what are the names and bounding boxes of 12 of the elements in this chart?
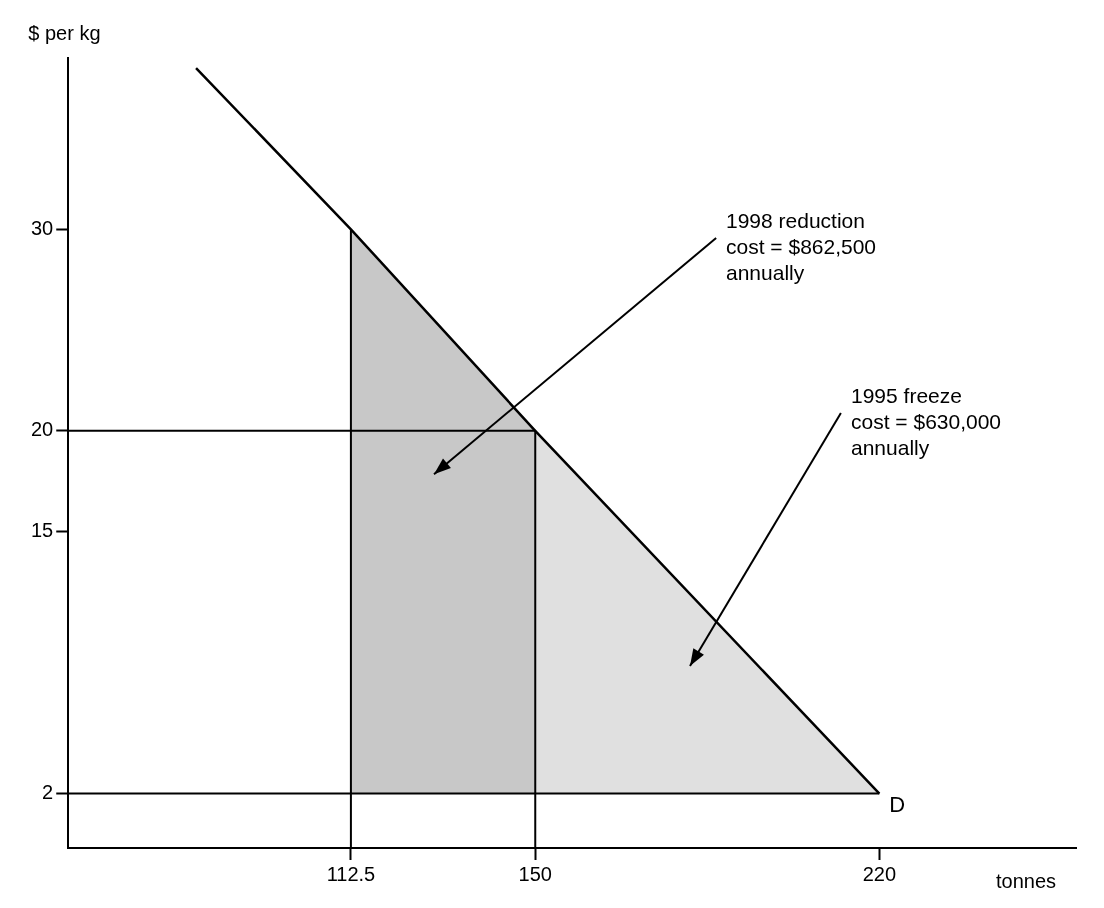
y-tick-label: 20 bbox=[31, 418, 54, 441]
y-axis-title: $ per kg bbox=[28, 22, 101, 44]
x-axis-title: tonnes bbox=[996, 870, 1057, 892]
y-tick-label: 15 bbox=[31, 519, 54, 542]
y-tick-label: 30 bbox=[31, 216, 54, 239]
series-label: D bbox=[889, 791, 906, 817]
annotation: 1998 reduction cost = $862,500 annually bbox=[726, 209, 877, 284]
y-tick-label: 2 bbox=[42, 781, 54, 804]
annotation: 1995 freeze cost = $630,000 annually bbox=[851, 384, 1002, 459]
x-tick-label: 220 bbox=[862, 862, 897, 885]
x-tick-label: 112.5 bbox=[326, 862, 376, 885]
x-tick-label: 150 bbox=[518, 862, 552, 885]
